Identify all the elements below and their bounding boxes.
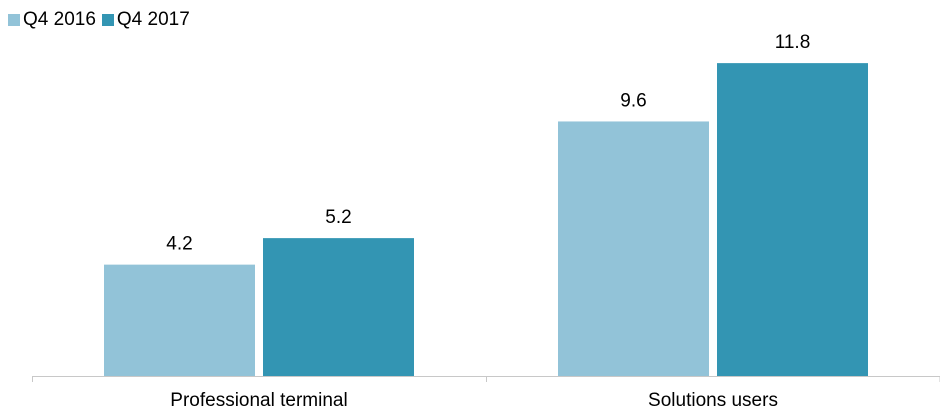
legend: Q4 2016 Q4 2017	[8, 9, 196, 31]
data-label-professional-terminal-q4-2016: 4.2	[166, 234, 192, 255]
legend-item-q4-2017: Q4 2017	[101, 9, 190, 31]
data-label-solutions-users-q4-2016: 9.6	[620, 90, 646, 111]
legend-item-q4-2016: Q4 2016	[8, 9, 96, 31]
bar-solutions-users-q4-2016	[558, 121, 709, 376]
legend-swatch-q4-2016	[8, 14, 20, 26]
data-label-professional-terminal-q4-2017: 5.2	[325, 207, 351, 228]
bar-professional-terminal-q4-2017	[263, 238, 414, 376]
legend-label-q4-2017: Q4 2017	[116, 9, 190, 30]
legend-swatch-q4-2017	[101, 14, 114, 26]
bar-professional-terminal-q4-2016	[104, 264, 255, 376]
bar-solutions-users-q4-2017	[717, 63, 868, 376]
data-label-solutions-users-q4-2017: 11.8	[775, 32, 811, 53]
legend-label-q4-2016: Q4 2016	[23, 9, 96, 30]
x-tick-label-professional-terminal: Professional terminal	[170, 390, 347, 411]
x-tick-label-solutions-users: Solutions users	[648, 390, 778, 411]
